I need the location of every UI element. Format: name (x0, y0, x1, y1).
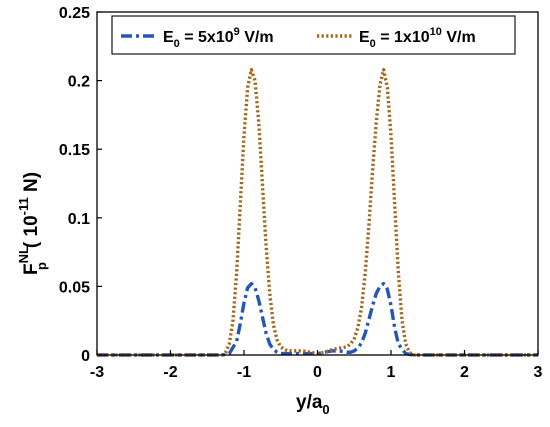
y-axis-label-rest: ( 10 (21, 215, 42, 248)
y-tick-label: 0.05 (59, 279, 90, 296)
legend-label-series-2: E0 = 1x1010 V/m (359, 26, 476, 50)
y-tick-label: 0 (81, 348, 90, 365)
legend-label-series-1-sup: 9 (234, 26, 240, 38)
legend-label-series-2-sub: 0 (370, 38, 376, 50)
tick-layer: -3 -2 -1 0 1 2 3 0 0.05 0.1 0.15 0.2 0.25 (59, 5, 543, 381)
y-axis-label-sup: NL (16, 246, 31, 263)
x-axis-label-base: y/a (296, 392, 323, 413)
x-tick-label: -2 (163, 364, 177, 381)
legend-label-series-2-unit: V/m (442, 29, 476, 46)
y-axis-label: FNLp ( 10-11 N) (16, 172, 49, 275)
series-line-1 (97, 281, 538, 357)
y-axis-label-sub: p (34, 262, 49, 270)
x-tick-label: -3 (90, 364, 104, 381)
x-axis-label-sub: 0 (322, 402, 329, 417)
legend-label-series-1-mid: = 5x10 (180, 29, 234, 46)
legend-label-series-1-base: E (163, 29, 174, 46)
y-tick-label: 0.2 (68, 74, 90, 91)
y-axis-label-base: F (21, 263, 42, 275)
y-tick-label: 0.1 (68, 211, 90, 228)
y-tick-label: 0.15 (59, 142, 90, 159)
x-tick-label: 0 (313, 364, 322, 381)
plot-area (97, 12, 538, 355)
legend-label-series-1: E0 = 5x109 V/m (163, 26, 274, 50)
legend: E0 = 5x109 V/m E0 = 1x1010 V/m (111, 15, 516, 55)
legend-label-series-2-base: E (359, 29, 370, 46)
x-tick-label: 1 (387, 364, 396, 381)
x-tick-label: -1 (237, 364, 251, 381)
legend-label-series-1-sub: 0 (174, 38, 180, 50)
y-axis-label-exp: -11 (16, 197, 31, 215)
x-tick-label: 2 (460, 364, 469, 381)
legend-box (111, 15, 516, 55)
y-axis-label-unit: N) (21, 172, 42, 197)
y-tick-label: 0.25 (59, 5, 90, 22)
x-tick-label: 3 (534, 364, 543, 381)
legend-label-series-2-sup: 10 (430, 26, 442, 38)
legend-label-series-1-unit: V/m (240, 29, 274, 46)
legend-label-series-2-mid: = 1x10 (376, 29, 430, 46)
x-axis-label: y/a0 (296, 392, 330, 417)
